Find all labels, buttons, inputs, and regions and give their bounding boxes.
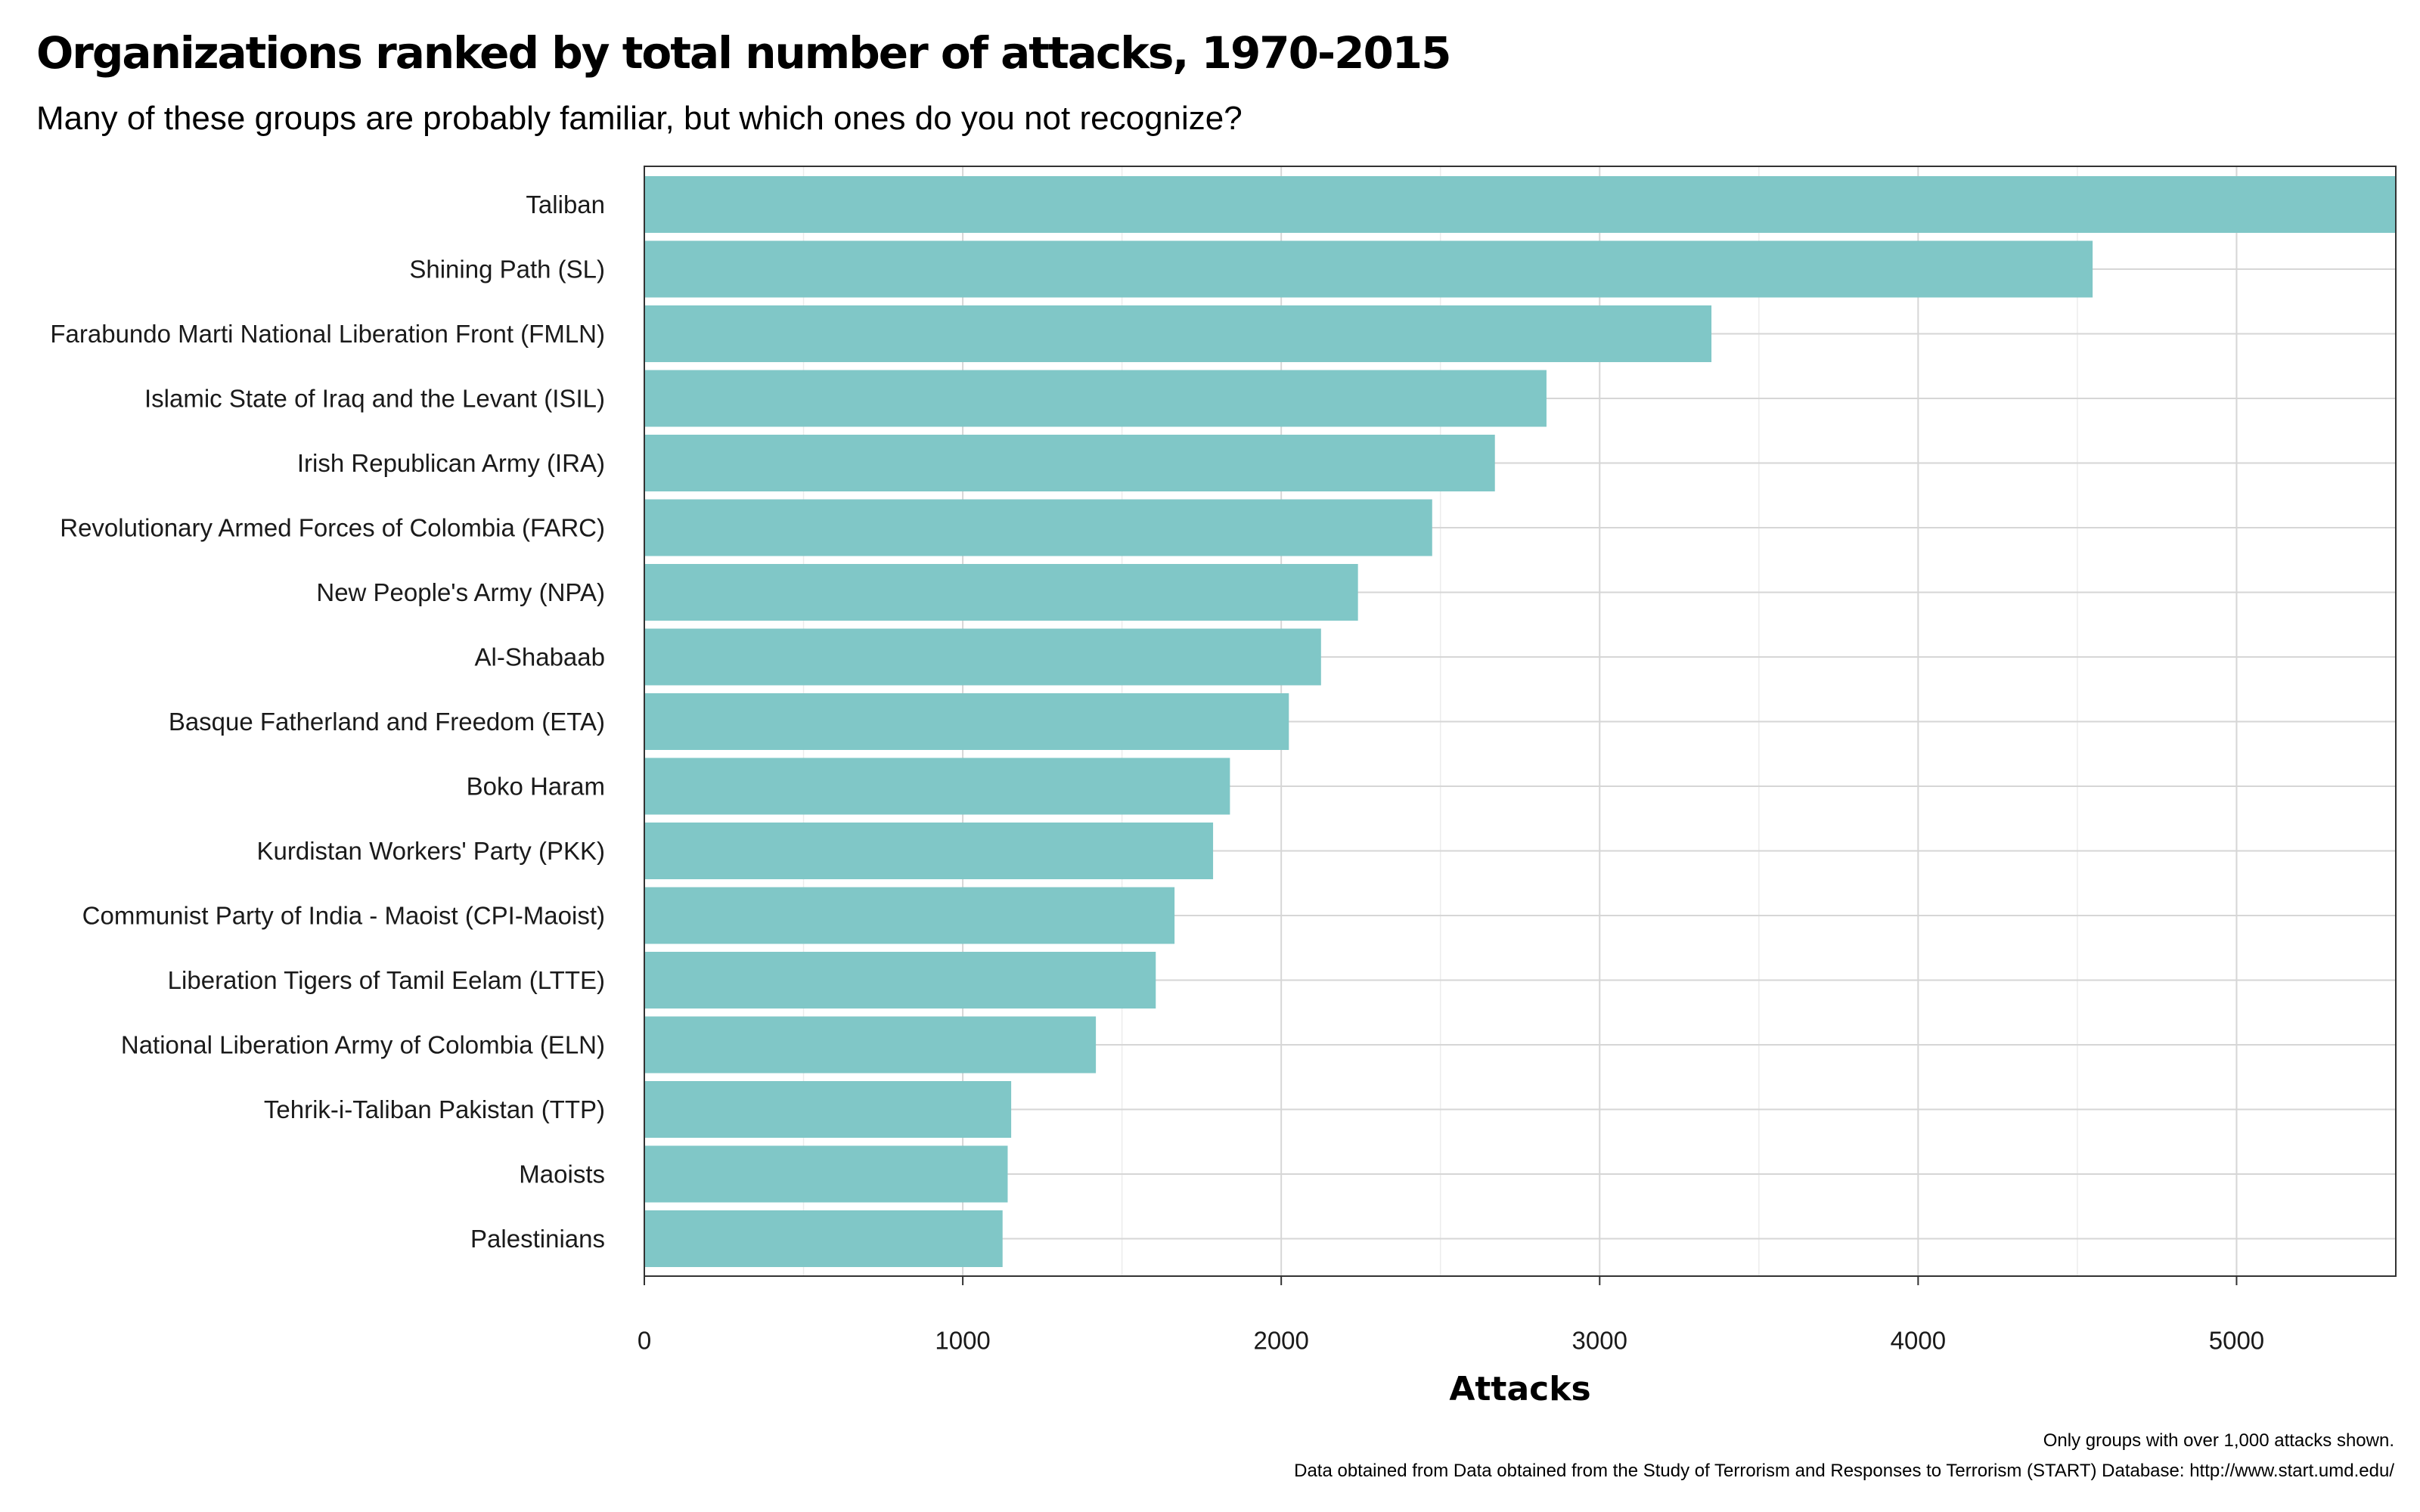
category-label: Kurdistan Workers' Party (PKK) [257, 837, 606, 865]
x-tick-label: 0 [638, 1327, 651, 1355]
bar [644, 693, 1289, 750]
category-label: Basque Fatherland and Freedom (ETA) [169, 708, 605, 736]
bar [644, 176, 2396, 233]
bar [644, 952, 1156, 1009]
x-tick-label: 5000 [2209, 1327, 2264, 1355]
x-tick-label: 1000 [935, 1327, 990, 1355]
bar [644, 823, 1214, 879]
category-label: Irish Republican Army (IRA) [297, 449, 605, 477]
bar [644, 240, 2093, 298]
bar [644, 887, 1175, 944]
panel-border [644, 166, 2397, 1277]
chart-title: Organizations ranked by total number of … [36, 27, 1452, 79]
category-label: Taliban [526, 191, 605, 218]
bar [644, 305, 1712, 362]
category-label: Liberation Tigers of Tamil Eelam (LTTE) [168, 966, 605, 994]
x-tick-label: 4000 [1891, 1327, 1946, 1355]
category-label: Communist Party of India - Maoist (CPI-M… [82, 902, 605, 930]
bar [644, 1016, 1097, 1074]
category-label: Revolutionary Armed Forces of Colombia (… [60, 514, 605, 542]
bar [644, 628, 1321, 686]
x-axis-title: Attacks [1449, 1370, 1590, 1408]
category-label: New People's Army (NPA) [316, 578, 605, 606]
category-label: Farabundo Marti National Liberation Fron… [50, 320, 605, 348]
category-label: Shining Path (SL) [409, 256, 605, 284]
bar [644, 1145, 1008, 1203]
category-label: Islamic State of Iraq and the Levant (IS… [144, 385, 605, 413]
chart-subtitle: Many of these groups are probably famili… [36, 100, 1243, 137]
x-tick-label: 3000 [1572, 1327, 1627, 1355]
category-label: Al-Shabaab [475, 643, 605, 671]
caption-note: Only groups with over 1,000 attacks show… [2043, 1430, 2394, 1451]
x-axis-ticks: 0 1000 2000 3000 4000 5000 [638, 166, 2397, 1355]
category-label: Maoists [519, 1160, 605, 1188]
bar [644, 758, 1230, 815]
bar [644, 370, 1547, 427]
category-label: Palestinians [470, 1225, 605, 1253]
bar [644, 1210, 1003, 1267]
category-label: Tehrik-i-Taliban Pakistan (TTP) [264, 1095, 605, 1123]
caption-source: Data obtained from Data obtained from th… [1294, 1461, 2394, 1481]
bar-layer [644, 176, 2396, 1267]
category-label: National Liberation Army of Colombia (EL… [121, 1031, 605, 1059]
bar [644, 1081, 1012, 1138]
x-tick-label: 2000 [1253, 1327, 1308, 1355]
bar [644, 435, 1495, 491]
bar [644, 499, 1432, 556]
category-labels: Taliban Shining Path (SL) Farabundo Marti … [50, 191, 605, 1253]
category-label: Boko Haram [467, 773, 605, 801]
bar [644, 564, 1358, 621]
